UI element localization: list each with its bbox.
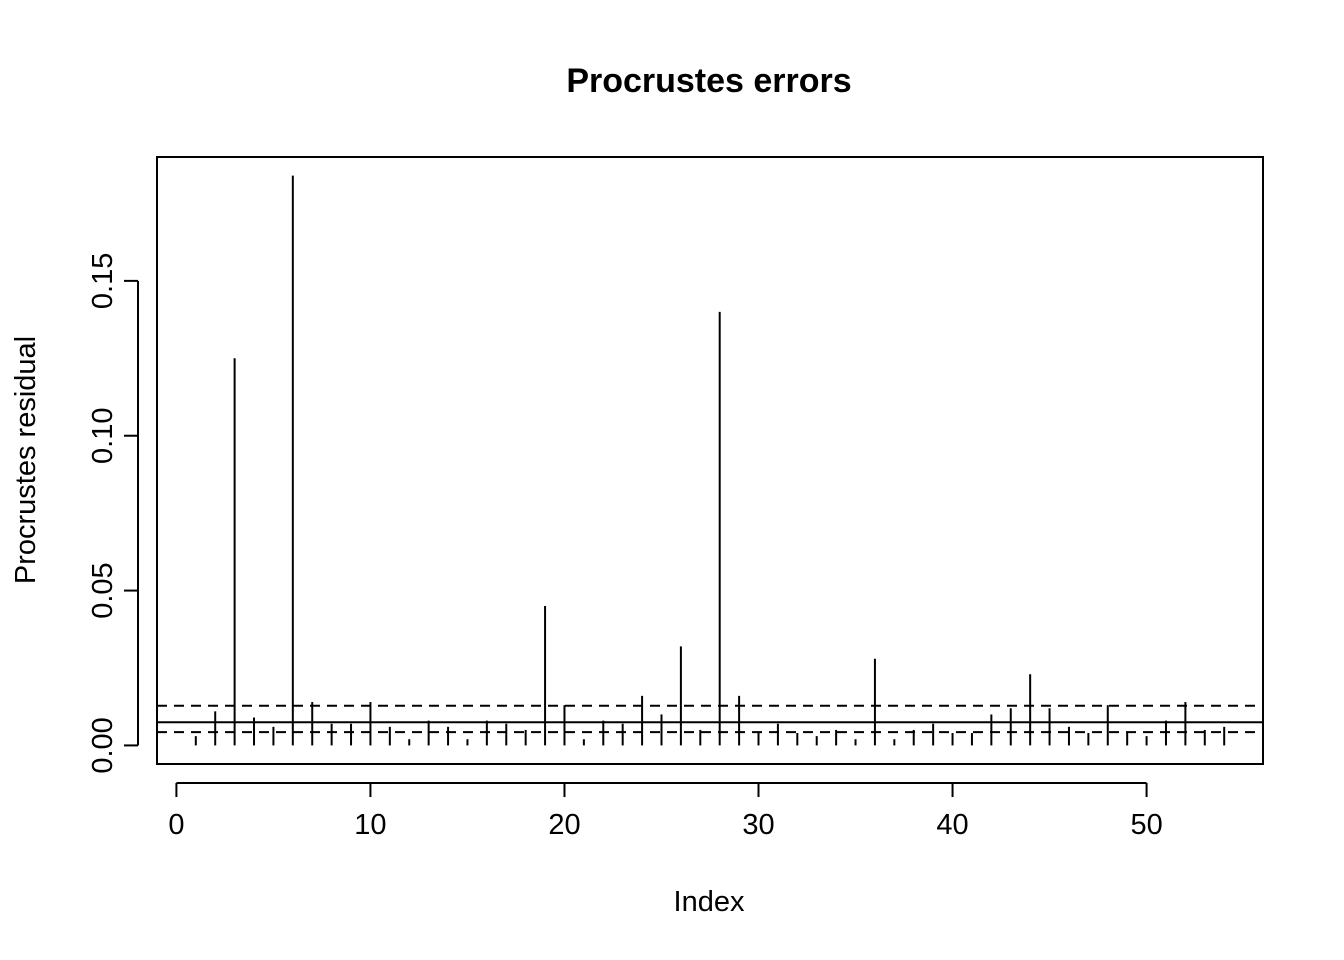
x-tick-label-50: 50: [1130, 809, 1162, 841]
chart-title: Procrustes errors: [566, 62, 851, 100]
y-tick-label-3: 0.15: [87, 253, 119, 309]
y-tick-label-0: 0.00: [87, 717, 119, 773]
y-tick-label-2: 0.10: [87, 407, 119, 463]
residual-bars: [194, 175, 1226, 746]
y-axis: 0.00 0.05 0.10 0.15: [87, 253, 139, 774]
plot-frame: [156, 156, 1264, 765]
x-tick-label-30: 30: [742, 809, 774, 841]
y-tick-label-1: 0.05: [87, 562, 119, 618]
x-tick-label-10: 10: [354, 809, 386, 841]
reference-lines: [157, 704, 1263, 734]
x-axis: 0 10 20 30 40 50: [168, 782, 1163, 841]
x-tick-label-20: 20: [548, 809, 580, 841]
y-axis-label: Procrustes residual: [10, 336, 42, 584]
x-tick-label-40: 40: [936, 809, 968, 841]
x-tick-label-0: 0: [168, 809, 184, 841]
x-axis-label: Index: [674, 886, 745, 918]
